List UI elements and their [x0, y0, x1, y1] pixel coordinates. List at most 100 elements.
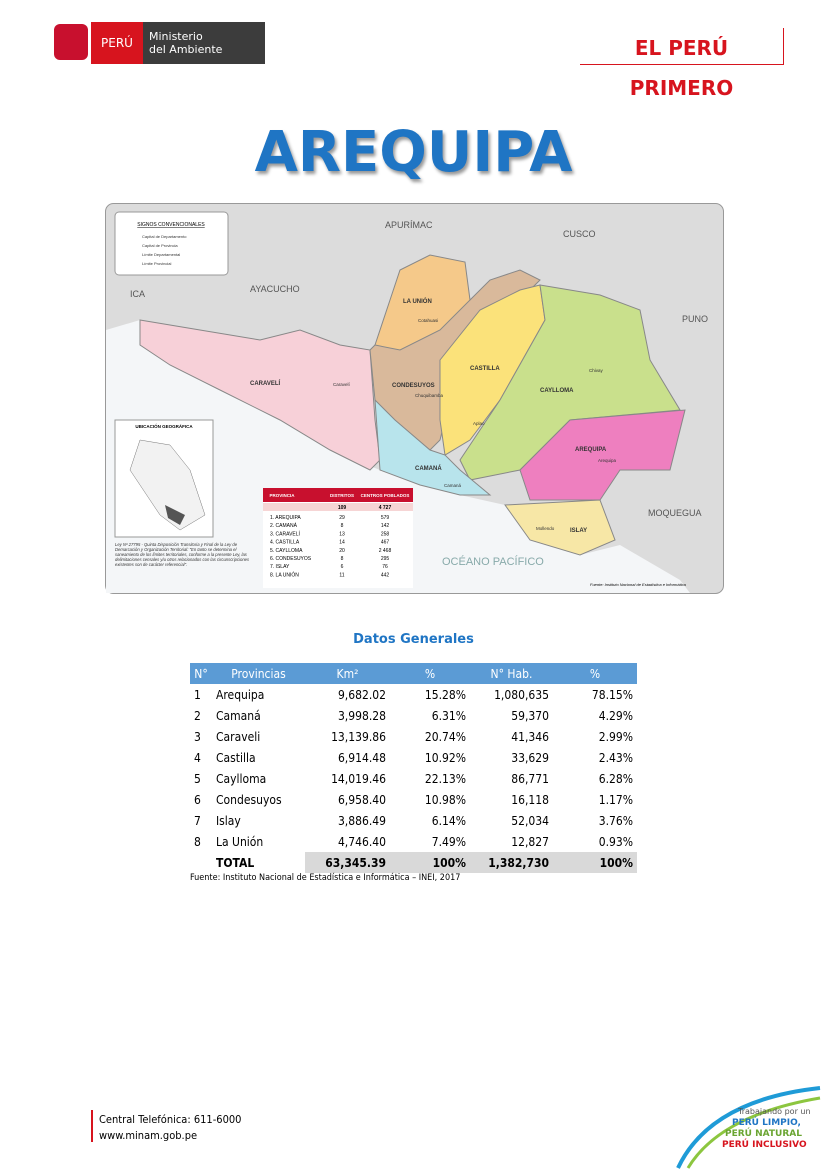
cell: La Unión: [216, 834, 264, 849]
map-label: CUSCO: [563, 229, 596, 239]
cell: 2.99%: [598, 729, 633, 744]
legend-item: Límite Provincial: [142, 261, 171, 266]
cell: 52,034: [511, 813, 549, 828]
capital-label: Caravelí: [333, 382, 351, 387]
mini-cell: 442: [381, 572, 390, 578]
table-row: 4 Castilla 6,914.48 10.92% 33,629 2.43%: [190, 747, 637, 768]
cell: 7.49%: [431, 834, 466, 849]
cell: 10.98%: [424, 792, 466, 807]
ministry: Ministerio del Ambiente: [143, 22, 265, 64]
cell: 78.15%: [591, 687, 633, 702]
mini-cell: 13: [339, 531, 345, 537]
cell: 6.31%: [431, 708, 466, 723]
mini-cell: 2. CAMANÁ: [270, 522, 298, 529]
footer-contact: Central Telefónica: 611-6000 www.minam.go…: [99, 1112, 241, 1144]
cell: 6.28%: [598, 771, 633, 786]
logo-text: Trabajando por un: [737, 1107, 811, 1116]
table-row: 5 Caylloma 14,019.46 22.13% 86,771 6.28%: [190, 768, 637, 789]
cell: 86,771: [511, 771, 549, 786]
mini-total-bg: [263, 503, 413, 511]
table-row: 8 La Unión 4,746.40 7.49% 12,827 0.93%: [190, 831, 637, 852]
cell: 13,139.86: [331, 729, 386, 744]
cell: 5: [194, 771, 201, 786]
total-cell: 100%: [553, 852, 637, 873]
data-table: N° Provincias Km²% N° Hab.% 1 Arequipa 9,682.0…: [190, 663, 637, 873]
total-cell: 1,382,730: [470, 852, 553, 873]
mini-cell: 29: [339, 515, 345, 521]
cell: Islay: [216, 813, 241, 828]
mini-cell: 5. CAYLLOMA: [270, 548, 303, 554]
header-cell: Km²: [305, 663, 390, 684]
cell: Condesuyos: [216, 792, 282, 807]
cell: Caylloma: [216, 771, 267, 786]
mini-cell: 142: [381, 523, 390, 529]
province-label: CARAVELÍ: [250, 379, 281, 387]
cell: 1,080,635: [494, 687, 549, 702]
capital-label: Cotahuasi: [418, 318, 438, 323]
cell: 16,118: [511, 792, 549, 807]
province-label: ISLAY: [570, 528, 587, 534]
mini-table-head: [263, 488, 413, 502]
capital-label: Camaná: [444, 483, 462, 488]
map-label: OCÉANO PACÍFICO: [442, 555, 544, 568]
map-source: Fuente: Instituto Nacional de Estadístic…: [590, 582, 687, 587]
map-label: MOQUEGUA: [648, 508, 702, 518]
header-logo: PERÚ Ministerio del Ambiente: [54, 22, 265, 64]
cell: 15.28%: [424, 687, 466, 702]
ministry-line: Ministerio: [149, 30, 203, 43]
cell: [190, 852, 212, 873]
table-header: N° Provincias Km²% N° Hab.%: [190, 663, 637, 684]
inset-title: UBICACIÓN GEOGRÁFICA: [135, 422, 193, 429]
cell: 3.76%: [598, 813, 633, 828]
province-label: AREQUIPA: [575, 447, 607, 453]
total-cell: 63,345.39: [305, 852, 390, 873]
map: APURÍMAC CUSCO ICA AYACUCHO PUNO MOQUEGU…: [105, 203, 724, 594]
cell: 3,998.28: [337, 708, 386, 723]
cell: 6: [194, 792, 201, 807]
phone: Central Telefónica: 611-6000: [99, 1113, 242, 1126]
map-note: Ley Nº 27795 - Quinta Disposición Transi…: [115, 542, 250, 567]
mini-cell: 4. CASTILLA: [270, 540, 300, 546]
cell: 6,958.40: [337, 792, 386, 807]
ministry-line: del Ambiente: [149, 43, 223, 56]
mini-total: 4 727: [379, 505, 392, 511]
footer-bar: [91, 1110, 93, 1142]
mini-cell: 11: [339, 572, 344, 578]
province-label: CAMANÁ: [415, 465, 442, 472]
cell: 4.29%: [598, 708, 633, 723]
country: PERÚ: [91, 22, 143, 64]
capital-label: Mollendo: [536, 526, 555, 531]
mini-cell: 6: [341, 564, 344, 570]
mini-cell: 2 468: [379, 548, 392, 554]
province-label: CAYLLOMA: [540, 388, 574, 394]
cell: 4: [194, 750, 201, 765]
cell: 3: [194, 729, 201, 744]
mini-cell: 8: [341, 556, 344, 562]
table-row: 2 Camaná 3,998.28 6.31% 59,370 4.29%: [190, 705, 637, 726]
cell: 10.92%: [424, 750, 466, 765]
map-label: PUNO: [682, 314, 708, 324]
mini-header: PROVINCIA: [269, 493, 295, 498]
cell: Camaná: [216, 708, 261, 723]
cell: 9,682.02: [337, 687, 386, 702]
cell: 12,827: [511, 834, 549, 849]
cell: 8: [194, 834, 201, 849]
mini-cell: 258: [381, 531, 390, 537]
capital-label: Arequipa: [598, 458, 617, 463]
legend-title: SIGNOS CONVENCIONALES: [137, 222, 205, 228]
total-cell: 100%: [390, 852, 470, 873]
website: www.minam.gob.pe: [99, 1129, 198, 1142]
mini-cell: 8: [341, 523, 344, 529]
logo-text: PERÚ NATURAL: [725, 1127, 802, 1139]
cell: 0.93%: [598, 834, 633, 849]
logo-text: PERÚ INCLUSIVO: [722, 1138, 807, 1150]
cell: 59,370: [511, 708, 549, 723]
legend-item: Límite Departamental: [142, 252, 180, 257]
cell: 3,886.49: [337, 813, 386, 828]
mini-cell: 8. LA UNIÓN: [270, 571, 299, 578]
legend-item: Capital de Provincia: [142, 243, 178, 248]
table-source: Fuente: Instituto Nacional de Estadístic…: [190, 873, 461, 883]
cell: 2: [194, 708, 201, 723]
cell: 7: [194, 813, 201, 828]
